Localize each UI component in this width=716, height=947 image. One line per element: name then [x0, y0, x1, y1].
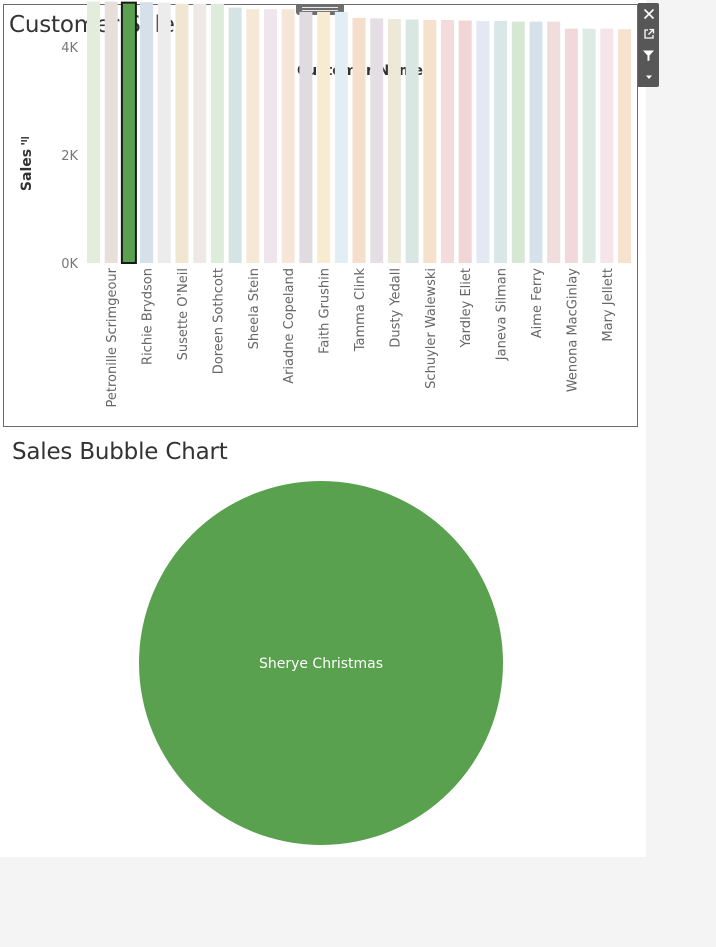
x-axis-labels: Petronille Scrimgeour Richie Brydson Suset… — [105, 267, 616, 407]
bar[interactable] — [228, 7, 242, 263]
x-tick-label: Petronille Scrimgeour — [105, 267, 120, 407]
bar[interactable] — [564, 28, 578, 263]
bar[interactable] — [547, 21, 561, 264]
close-icon[interactable] — [638, 3, 659, 24]
x-tick-label: Tamma Clink — [353, 268, 368, 353]
x-tick-label: Dusty Yedall — [388, 268, 403, 348]
bar[interactable] — [352, 17, 366, 264]
bar[interactable] — [175, 3, 189, 264]
bar[interactable] — [157, 2, 171, 263]
x-tick-label: Doreen Sothcott — [211, 268, 226, 374]
bar[interactable] — [210, 3, 224, 264]
bar[interactable] — [387, 18, 401, 264]
y-axis-title: Sales — [19, 149, 35, 191]
bar[interactable] — [600, 28, 614, 263]
bar[interactable] — [529, 21, 543, 264]
bar[interactable] — [494, 21, 508, 263]
bar[interactable] — [405, 19, 419, 264]
bar[interactable] — [370, 18, 384, 263]
bar[interactable] — [281, 9, 295, 264]
bar[interactable] — [458, 20, 472, 264]
bar[interactable] — [582, 28, 596, 263]
bubble[interactable] — [139, 481, 503, 845]
bar[interactable] — [87, 1, 100, 263]
bar[interactable] — [423, 20, 437, 263]
sales-bubble-chart: Sherye Christmas — [139, 481, 503, 845]
sheet-toolbar — [638, 3, 659, 87]
x-tick-label: Mary Jellett — [601, 268, 616, 342]
x-tick-label: Richie Brydson — [141, 268, 156, 365]
bar[interactable] — [104, 1, 118, 263]
bubble-label: Sherye Christmas — [259, 656, 383, 672]
sort-descending-icon[interactable] — [21, 137, 29, 145]
bubble-chart-title: Sales Bubble Chart — [12, 439, 228, 465]
y-tick-label: 0K — [61, 257, 78, 272]
bar[interactable] — [441, 20, 454, 263]
y-axis-ticks: 0K 2K 4K — [61, 41, 78, 272]
x-tick-label: Wenona MacGinlay — [565, 268, 580, 392]
dropdown-icon[interactable] — [638, 66, 659, 87]
bar[interactable] — [299, 11, 313, 264]
x-tick-label: Aime Ferry — [530, 268, 545, 339]
bar[interactable] — [193, 3, 207, 264]
bar[interactable] — [120, 1, 137, 264]
bar[interactable] — [476, 21, 490, 263]
bar[interactable] — [246, 9, 260, 264]
y-tick-label: 4K — [61, 41, 78, 56]
bars — [87, 1, 631, 264]
x-tick-label: Schuyler Walewski — [424, 268, 439, 389]
filter-icon[interactable] — [638, 45, 659, 66]
external-link-icon[interactable] — [638, 23, 659, 44]
x-tick-label: Janeva Silman — [495, 268, 510, 361]
bar[interactable] — [317, 11, 331, 264]
drag-handle[interactable] — [296, 4, 344, 15]
x-tick-label: Sheela Stein — [247, 268, 262, 349]
y-tick-label: 2K — [61, 149, 78, 164]
bar[interactable] — [264, 9, 277, 264]
x-tick-label: Susette O'Neil — [176, 268, 191, 360]
bar[interactable] — [511, 21, 525, 264]
bar[interactable] — [334, 11, 348, 264]
x-tick-label: Ariadne Copeland — [282, 268, 297, 384]
x-tick-label: Faith Grushin — [318, 268, 333, 354]
bar[interactable] — [140, 2, 154, 264]
bar[interactable] — [618, 29, 631, 264]
x-tick-label: Yardley Eliet — [459, 268, 474, 348]
